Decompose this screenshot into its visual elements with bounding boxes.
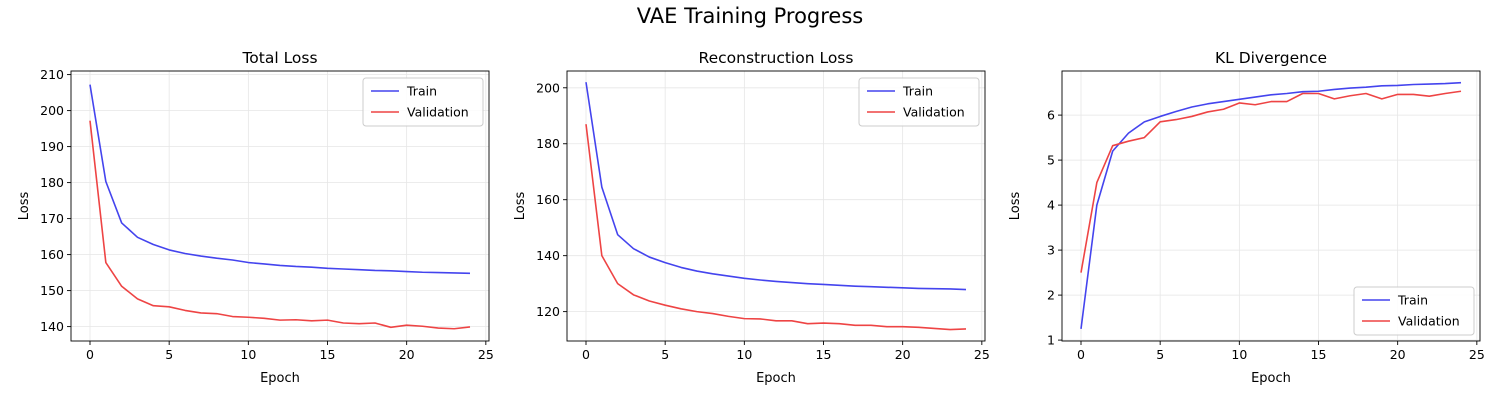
legend-label-validation: Validation <box>903 105 965 120</box>
x-axis-label: Epoch <box>260 371 300 386</box>
x-tick-label: 20 <box>399 347 415 362</box>
y-tick-label: 1 <box>1047 333 1055 348</box>
y-tick-label: 210 <box>40 67 64 82</box>
legend-label-train: Train <box>406 84 437 99</box>
chart-kl-divergence: 0 5 10 15 20 25 1 2 3 4 5 6 KL Divergence Epoch Loss Tr… <box>1008 49 1485 386</box>
x-tick-label: 15 <box>320 347 336 362</box>
x-tick-label: 25 <box>974 347 990 362</box>
x-tick-label: 20 <box>1390 347 1406 362</box>
y-axis-label: Loss <box>513 192 528 221</box>
y-tick-label: 5 <box>1047 153 1055 168</box>
x-tick-label: 0 <box>582 347 590 362</box>
y-tick-label: 2 <box>1047 288 1055 303</box>
x-tick-label: 5 <box>1156 347 1164 362</box>
y-tick-label: 170 <box>40 211 64 226</box>
x-tick-label: 0 <box>1077 347 1085 362</box>
y-tick-label: 120 <box>536 304 560 319</box>
chart-title: Total Loss <box>241 49 317 67</box>
legend-box <box>1353 286 1475 336</box>
y-axis-label: Loss <box>17 192 32 221</box>
y-tick-label: 6 <box>1047 108 1055 123</box>
legend-box <box>362 77 484 127</box>
y-tick-label: 200 <box>536 80 560 95</box>
legend-label-train: Train <box>1397 293 1428 308</box>
y-tick-label: 3 <box>1047 243 1055 258</box>
figure-title: VAE Training Progress <box>636 4 864 28</box>
x-tick-label: 15 <box>816 347 832 362</box>
y-tick-label: 160 <box>40 247 64 262</box>
series-line-train <box>89 84 471 275</box>
x-tick-label: 0 <box>86 347 94 362</box>
chart-reconstruction-loss: 0 5 10 15 20 25 120 140 160 180 200 Reconstruction … <box>513 49 990 386</box>
y-tick-label: 190 <box>40 139 64 154</box>
x-tick-label: 10 <box>240 347 256 362</box>
legend-label-validation: Validation <box>1398 314 1460 329</box>
chart-title: Reconstruction Loss <box>699 49 854 67</box>
y-tick-label: 140 <box>40 319 64 334</box>
series-line-train <box>1080 81 1462 329</box>
x-tick-label: 25 <box>1469 347 1485 362</box>
legend-label-train: Train <box>902 84 933 99</box>
x-tick-label: 10 <box>1231 347 1247 362</box>
axes-frame <box>70 70 490 342</box>
x-tick-label: 15 <box>1311 347 1327 362</box>
x-tick-label: 20 <box>895 347 911 362</box>
x-tick-label: 5 <box>661 347 669 362</box>
y-tick-label: 200 <box>40 103 64 118</box>
chart-total-loss: 0 5 10 15 20 25 140 150 160 170 180 190 200 210 Total … <box>17 49 494 386</box>
x-tick-label: 10 <box>736 347 752 362</box>
series-line-validation <box>89 120 471 330</box>
y-tick-label: 180 <box>536 136 560 151</box>
axes-frame <box>1061 70 1481 342</box>
y-tick-label: 140 <box>536 248 560 263</box>
chart-title: KL Divergence <box>1215 49 1327 67</box>
series-line-train <box>585 82 967 291</box>
x-axis-label: Epoch <box>756 371 796 386</box>
y-tick-label: 150 <box>40 283 64 298</box>
series-line-validation <box>1080 90 1462 273</box>
y-axis-label: Loss <box>1008 192 1023 221</box>
legend-box <box>858 77 980 127</box>
axes-frame <box>566 70 986 342</box>
y-tick-label: 160 <box>536 192 560 207</box>
series-line-validation <box>585 124 967 331</box>
y-tick-label: 180 <box>40 175 64 190</box>
x-tick-label: 25 <box>478 347 494 362</box>
x-tick-label: 5 <box>165 347 173 362</box>
x-axis-label: Epoch <box>1251 371 1291 386</box>
legend-label-validation: Validation <box>407 105 469 120</box>
y-tick-label: 4 <box>1047 198 1055 213</box>
